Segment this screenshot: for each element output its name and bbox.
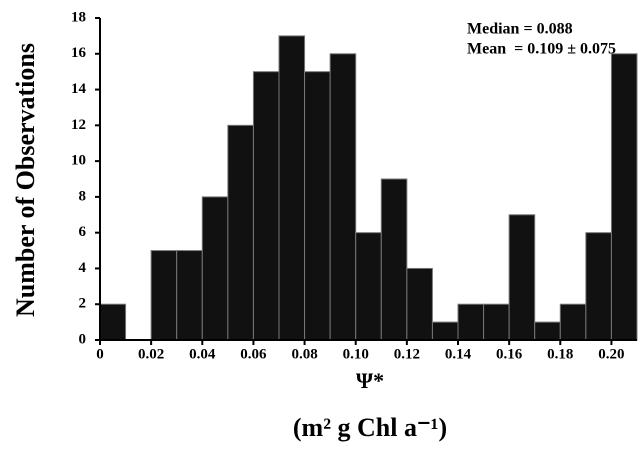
bar (559, 303, 587, 341)
x-tick-label: 0.02 (138, 346, 164, 362)
y-tick-label: 12 (71, 117, 86, 133)
bar (431, 321, 459, 341)
y-tick-label: 0 (79, 331, 87, 347)
y-axis-label: Number of Observations (11, 43, 40, 317)
x-tick-label: 0.16 (496, 346, 523, 362)
x-tick-label: 0 (96, 346, 104, 362)
bar (610, 53, 638, 341)
bar (227, 124, 254, 341)
y-tick-label: 18 (71, 9, 86, 25)
bar (252, 71, 280, 341)
bar (508, 214, 536, 341)
bar (176, 250, 203, 341)
x-tick-label: 0.20 (598, 346, 624, 362)
bar (150, 250, 178, 341)
bar (406, 267, 433, 341)
bar (380, 178, 408, 341)
bar (483, 303, 510, 341)
bar (278, 35, 306, 341)
y-tick-label: 10 (71, 153, 86, 169)
bar (304, 71, 331, 341)
x-tick-label: 0.12 (394, 346, 420, 362)
x-tick-label: 0.14 (445, 346, 472, 362)
y-tick-label: 14 (71, 81, 87, 97)
x-tick-label: 0.08 (291, 346, 317, 362)
annotation: Mean = 0.109 ± 0.075 (467, 41, 616, 58)
x-tick-label: 0.04 (189, 346, 216, 362)
bar (329, 53, 357, 341)
bar (355, 232, 382, 341)
x-axis-label: Ψ* (356, 368, 384, 393)
bar (201, 196, 229, 341)
annotation: Median = 0.088 (467, 21, 573, 38)
x-axis-units: (m² g Chl a⁻¹) (293, 413, 447, 442)
bar (99, 303, 127, 341)
x-tick-label: 0.06 (240, 346, 267, 362)
bar (585, 232, 612, 341)
y-tick-label: 4 (79, 260, 87, 276)
x-tick-label: 0.18 (547, 346, 573, 362)
bar (457, 303, 485, 341)
bar (534, 321, 561, 341)
y-tick-label: 16 (71, 45, 87, 61)
y-tick-label: 8 (79, 188, 87, 204)
y-tick-label: 6 (79, 224, 87, 240)
x-tick-label: 0.10 (343, 346, 369, 362)
y-tick-label: 2 (79, 296, 87, 312)
